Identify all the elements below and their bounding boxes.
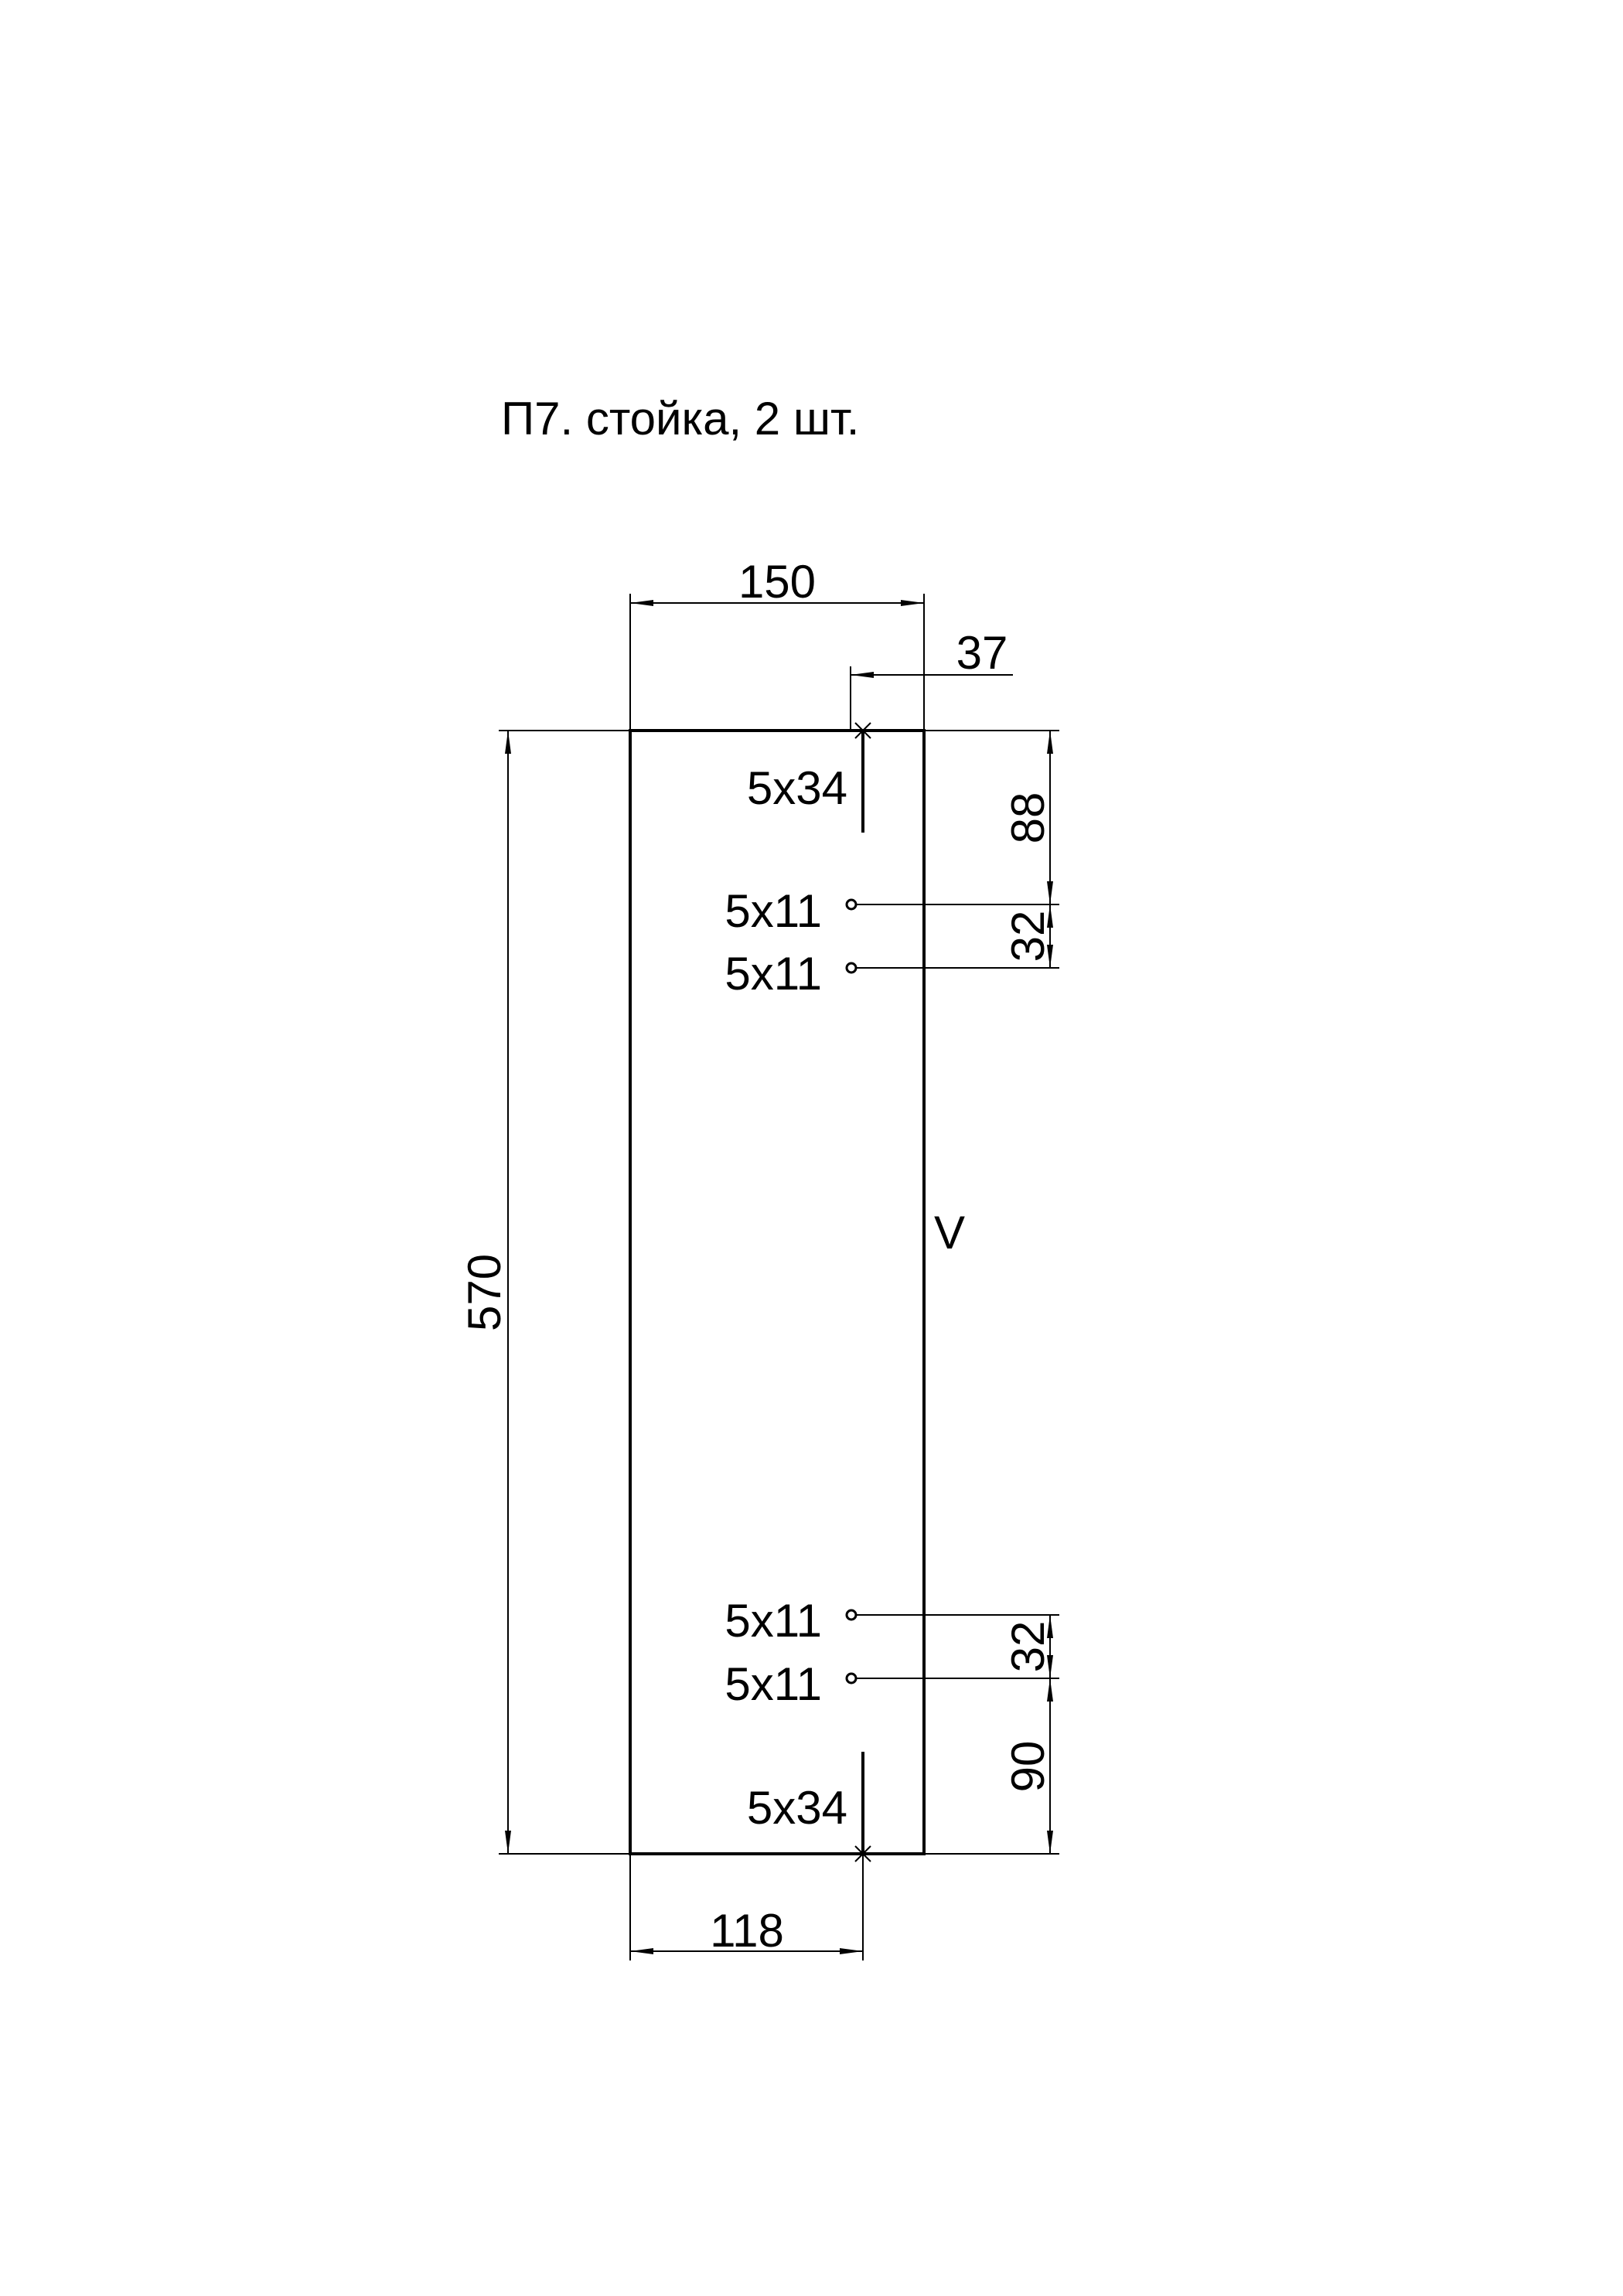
dim-bottom-hole-offset-label: 90 — [1002, 1741, 1054, 1793]
dim-top-hole-offset-label: 88 — [1002, 792, 1054, 844]
hole-3: 5x11 — [725, 1595, 858, 1647]
dim-edge-offset-bottom-label: 118 — [710, 1905, 784, 1957]
dim-overall-height-label: 570 — [459, 1254, 510, 1331]
hole-4-label: 5x11 — [725, 1658, 822, 1710]
slot-top-label: 5x34 — [747, 762, 847, 814]
slot-bottom-label: 5x34 — [747, 1782, 847, 1834]
dimension-chain-right: 88 32 32 90 — [857, 730, 1059, 1855]
hole-3-label: 5x11 — [725, 1595, 822, 1647]
hole-2-label: 5x11 — [725, 948, 822, 1000]
slot-bottom: 5x34 — [747, 1752, 871, 1862]
dimension-overall-width: 150 — [629, 556, 925, 731]
dim-bottom-hole-spacing-label: 32 — [1002, 1621, 1054, 1673]
drawing-title: П7. стойка, 2 шт. — [501, 393, 859, 445]
slot-top: 5x34 — [747, 722, 871, 833]
dim-top-hole-spacing-label: 32 — [1002, 911, 1054, 962]
dimension-edge-offset-bottom: 118 — [629, 1854, 864, 1960]
edge-mark: V — [934, 1207, 965, 1259]
dimension-overall-height: 570 — [459, 730, 630, 1855]
dimension-edge-offset-top: 37 — [850, 627, 1013, 731]
hole-2: 5x11 — [725, 948, 858, 1000]
dim-edge-offset-top-label: 37 — [956, 627, 1008, 679]
part-outline — [629, 729, 926, 1855]
hole-4: 5x11 — [725, 1658, 858, 1710]
hole-1: 5x11 — [725, 885, 858, 937]
hole-1-label: 5x11 — [725, 885, 822, 937]
dim-overall-width-label: 150 — [738, 556, 816, 608]
